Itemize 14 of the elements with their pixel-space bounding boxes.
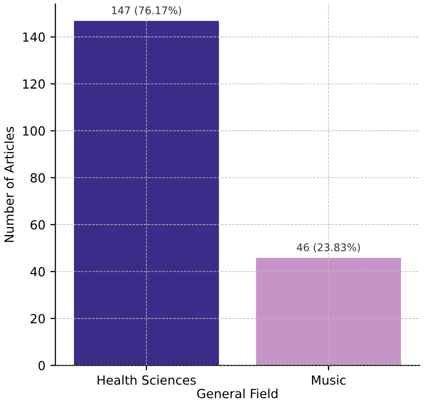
- data-label: 147 (76.17%): [112, 6, 182, 16]
- y-tick-label: 80: [30, 173, 45, 183]
- y-tick-label: 40: [30, 267, 45, 276]
- y-tick-label: 0: [38, 360, 45, 370]
- x-axis-title: General Field: [197, 388, 278, 398]
- y-tick-label: 140: [23, 32, 45, 42]
- x-tick-label: Health Sciences: [98, 375, 196, 385]
- y-tick-label: 20: [30, 314, 45, 324]
- y-axis-title: Number of Articles: [4, 126, 14, 242]
- y-tick-label: 120: [23, 79, 45, 89]
- data-label: 46 (23.83%): [296, 243, 360, 253]
- y-tick-label: 60: [30, 220, 45, 230]
- y-tick-label: 100: [23, 126, 45, 136]
- x-tick-label: Music: [312, 375, 346, 385]
